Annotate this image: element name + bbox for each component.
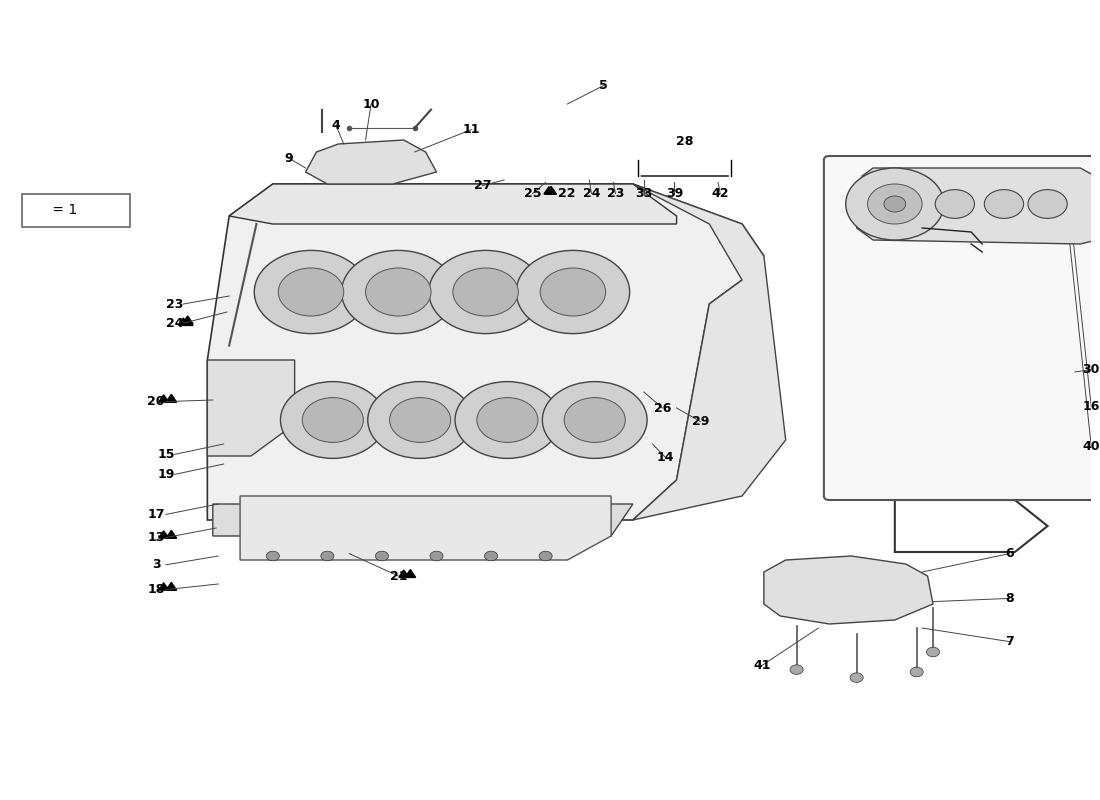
- Circle shape: [278, 268, 343, 316]
- Circle shape: [455, 382, 560, 458]
- Circle shape: [935, 190, 975, 218]
- Circle shape: [790, 665, 803, 674]
- Text: 13: 13: [147, 531, 165, 544]
- Text: 33: 33: [635, 187, 652, 200]
- Circle shape: [846, 168, 944, 240]
- Text: 41: 41: [752, 659, 770, 672]
- Circle shape: [850, 673, 864, 682]
- Text: 16: 16: [1082, 400, 1100, 413]
- Text: 7: 7: [1005, 635, 1014, 648]
- Polygon shape: [405, 570, 416, 578]
- Text: 10: 10: [362, 98, 380, 110]
- Polygon shape: [399, 570, 409, 578]
- Polygon shape: [207, 184, 763, 520]
- Polygon shape: [857, 168, 1100, 244]
- Circle shape: [429, 250, 542, 334]
- Circle shape: [375, 551, 388, 561]
- Text: 42: 42: [712, 187, 729, 200]
- Text: 29: 29: [692, 415, 710, 428]
- Polygon shape: [894, 500, 1047, 552]
- Text: 21: 21: [389, 570, 407, 582]
- Text: 23: 23: [607, 187, 624, 200]
- Circle shape: [342, 250, 455, 334]
- Circle shape: [430, 551, 443, 561]
- Text: 11: 11: [463, 123, 481, 136]
- Text: = 1: = 1: [48, 203, 77, 218]
- Text: 3: 3: [152, 558, 161, 571]
- Polygon shape: [166, 394, 177, 402]
- Polygon shape: [632, 184, 785, 520]
- Text: 24: 24: [583, 187, 601, 200]
- Text: a passion for parts since 1985: a passion for parts since 1985: [288, 354, 629, 494]
- Polygon shape: [158, 395, 168, 402]
- Polygon shape: [207, 360, 295, 456]
- Circle shape: [484, 551, 497, 561]
- Text: 15: 15: [157, 448, 175, 461]
- Circle shape: [564, 398, 625, 442]
- Circle shape: [926, 647, 939, 657]
- Circle shape: [266, 551, 279, 561]
- Text: 22: 22: [558, 187, 575, 200]
- Circle shape: [365, 268, 431, 316]
- Circle shape: [884, 196, 905, 212]
- Circle shape: [516, 250, 629, 334]
- Polygon shape: [546, 186, 557, 194]
- Text: 6: 6: [1005, 547, 1014, 560]
- Text: 17: 17: [147, 508, 165, 521]
- Circle shape: [868, 184, 922, 224]
- Polygon shape: [240, 496, 612, 560]
- FancyBboxPatch shape: [824, 156, 1100, 500]
- Polygon shape: [166, 530, 177, 538]
- Text: 8: 8: [1005, 592, 1014, 605]
- Polygon shape: [212, 504, 632, 536]
- Polygon shape: [763, 556, 933, 624]
- Circle shape: [984, 190, 1024, 218]
- Circle shape: [540, 268, 606, 316]
- Circle shape: [389, 398, 451, 442]
- Circle shape: [539, 551, 552, 561]
- Text: 39: 39: [666, 187, 683, 200]
- Text: 26: 26: [653, 402, 671, 414]
- Circle shape: [1028, 190, 1067, 218]
- Circle shape: [321, 551, 334, 561]
- Text: 30: 30: [1082, 363, 1100, 376]
- Text: 20: 20: [147, 395, 165, 408]
- Text: 19: 19: [157, 468, 175, 481]
- Polygon shape: [229, 184, 676, 224]
- Circle shape: [280, 382, 385, 458]
- Text: 25: 25: [524, 187, 541, 200]
- FancyBboxPatch shape: [22, 194, 130, 227]
- Text: 28: 28: [676, 135, 693, 148]
- Polygon shape: [183, 316, 192, 324]
- Text: 9: 9: [285, 152, 294, 165]
- Circle shape: [542, 382, 647, 458]
- Circle shape: [254, 250, 367, 334]
- Polygon shape: [166, 582, 177, 590]
- Polygon shape: [35, 204, 47, 213]
- Polygon shape: [543, 187, 554, 194]
- Text: 24: 24: [166, 317, 184, 330]
- Text: 40: 40: [1082, 440, 1100, 453]
- Text: Eu: Eu: [204, 335, 342, 433]
- Text: 18: 18: [147, 583, 165, 596]
- Circle shape: [477, 398, 538, 442]
- Polygon shape: [306, 140, 437, 184]
- Polygon shape: [158, 582, 168, 590]
- Text: 4: 4: [332, 119, 341, 132]
- Polygon shape: [178, 318, 188, 326]
- Circle shape: [453, 268, 518, 316]
- Circle shape: [910, 667, 923, 677]
- Text: 27: 27: [474, 179, 491, 192]
- Circle shape: [302, 398, 363, 442]
- Text: 5: 5: [600, 79, 608, 92]
- Text: 14: 14: [657, 451, 674, 464]
- Text: 23: 23: [166, 298, 184, 310]
- Circle shape: [367, 382, 473, 458]
- Polygon shape: [183, 318, 192, 326]
- Polygon shape: [158, 531, 168, 538]
